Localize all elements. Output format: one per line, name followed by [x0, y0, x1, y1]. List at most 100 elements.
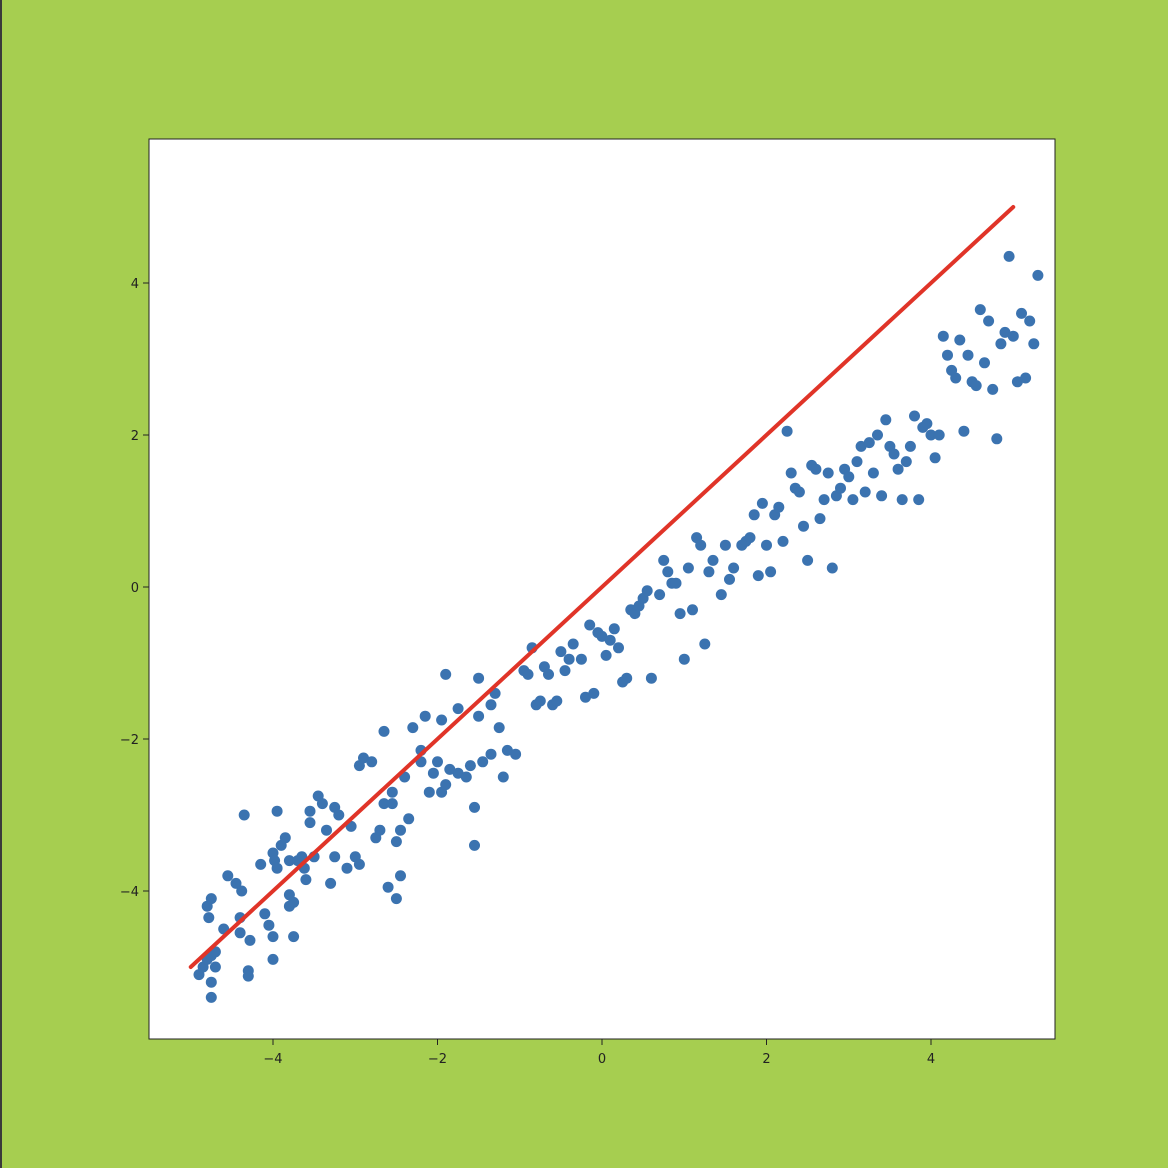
data-point [477, 756, 489, 768]
window-edge [0, 0, 2, 1168]
data-point [765, 566, 777, 578]
data-point [896, 494, 908, 506]
data-point [271, 805, 283, 817]
y-tick-label: 4 [131, 277, 139, 292]
data-point [440, 668, 452, 680]
data-point [497, 771, 509, 783]
data-point [279, 832, 291, 844]
data-point [707, 554, 719, 566]
data-point [238, 809, 250, 821]
data-point [403, 813, 415, 825]
y-tick-label: −4 [120, 885, 139, 900]
data-point [793, 486, 805, 498]
x-tick-label: 4 [927, 1052, 935, 1067]
data-point [826, 562, 838, 574]
data-point [658, 554, 670, 566]
data-point [283, 855, 295, 867]
data-point [929, 452, 941, 464]
data-point [880, 414, 892, 426]
data-point [419, 710, 431, 722]
data-point [358, 752, 369, 764]
data-point [452, 703, 464, 715]
data-point [888, 448, 900, 460]
data-point [205, 893, 217, 905]
data-point [203, 912, 215, 924]
data-point [485, 699, 497, 711]
data-point [485, 748, 497, 760]
data-point [469, 801, 480, 813]
data-point [900, 456, 912, 468]
data-point [559, 665, 571, 677]
data-point [563, 653, 575, 665]
fit-line [188, 205, 1016, 969]
data-point [382, 881, 394, 893]
data-point [588, 687, 600, 699]
data-point [785, 467, 797, 479]
data-point [259, 908, 271, 920]
data-point [493, 722, 505, 734]
data-point [580, 691, 591, 703]
data-point [390, 836, 402, 848]
data-point [621, 672, 633, 684]
data-point [970, 380, 982, 392]
data-point [728, 562, 740, 574]
data-point [333, 809, 345, 821]
data-point [913, 494, 925, 506]
data-point [575, 653, 587, 665]
data-point [954, 334, 966, 346]
data-point [205, 976, 217, 988]
data-point [321, 824, 332, 836]
data-point [703, 566, 715, 578]
data-point [641, 585, 653, 597]
data-point [983, 315, 995, 327]
data-point [777, 535, 789, 547]
data-point [814, 513, 826, 525]
data-point [209, 961, 221, 973]
data-point [236, 885, 248, 897]
data-point [843, 471, 855, 483]
x-tick-label: 0 [598, 1052, 606, 1067]
data-point [1028, 338, 1040, 350]
data-point [1007, 330, 1019, 342]
data-point [781, 425, 793, 437]
data-point [543, 668, 554, 680]
data-point [452, 767, 464, 779]
data-point [851, 456, 863, 468]
data-point [267, 953, 279, 965]
data-point [654, 589, 666, 601]
data-point [473, 710, 485, 722]
data-point [933, 429, 945, 441]
data-point [551, 695, 563, 707]
data-point [440, 779, 452, 791]
data-point [974, 304, 986, 316]
data-point [386, 786, 398, 798]
data-point [872, 429, 883, 441]
data-point [386, 798, 398, 810]
data-point [304, 805, 316, 817]
data-point [687, 604, 698, 616]
data-point [613, 642, 624, 654]
data-point [962, 349, 974, 361]
data-point [867, 467, 879, 479]
data-point [678, 653, 690, 665]
data-point [925, 429, 937, 441]
data-point [715, 589, 727, 601]
data-point [432, 756, 443, 768]
data-point [682, 562, 694, 574]
data-point [255, 858, 267, 870]
x-tick-label: −2 [428, 1052, 447, 1067]
data-point [892, 463, 904, 475]
data-point [1020, 372, 1032, 384]
data-point [724, 573, 735, 585]
data-point [670, 577, 682, 589]
x-tick-label: 2 [762, 1052, 770, 1067]
data-point [991, 433, 1003, 445]
data-point [534, 695, 546, 707]
x-tick-label: −4 [263, 1052, 282, 1067]
data-point [1011, 376, 1023, 388]
data-point [423, 786, 435, 798]
data-point [645, 672, 657, 684]
data-point [979, 357, 990, 369]
data-point [863, 437, 875, 449]
data-point [674, 608, 686, 620]
